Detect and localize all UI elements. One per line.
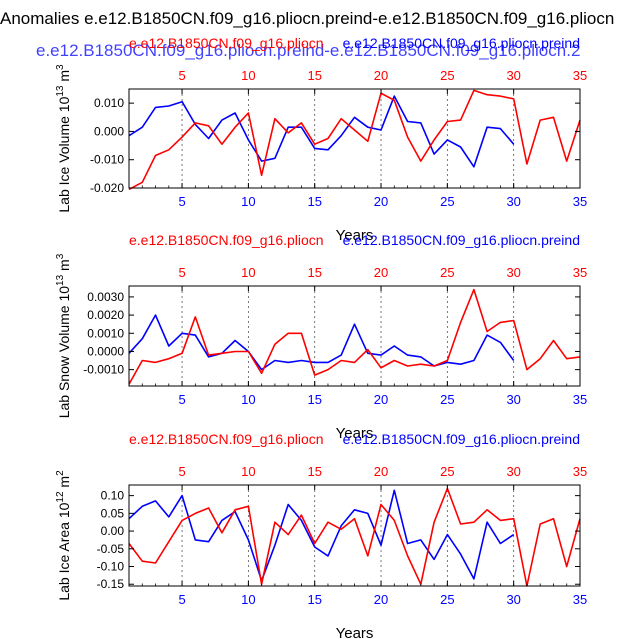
x-tick-label-top: 30: [506, 464, 520, 479]
panel-1: e.e12.B1850CN.f09_g16.pliocn e.e12.B1850C…: [55, 35, 587, 244]
series-line-blue: [128, 95, 515, 168]
y-tick-label: -0.10: [97, 560, 125, 574]
y-tick-label: -0.15: [97, 577, 125, 591]
x-tick-label-bottom: 20: [374, 392, 388, 407]
panel-title-left: e.e12.B1850CN.f09_g16.pliocn: [129, 431, 324, 447]
panel-2: e.e12.B1850CN.f09_g16.pliocn e.e12.B1850C…: [55, 232, 587, 442]
x-tick-label-bottom: 25: [440, 592, 454, 607]
x-tick-label-bottom: 35: [573, 392, 587, 407]
x-axis-label: Years: [336, 227, 374, 244]
y-tick-label: 0.0000: [87, 344, 124, 358]
y-tick-label: 0.00: [101, 524, 125, 538]
panel-title-right: e.e12.B1850CN.f09_g16.pliocn.preind: [343, 431, 580, 447]
x-tick-label-bottom: 20: [374, 194, 388, 209]
x-tick-label-bottom: 25: [440, 194, 454, 209]
x-tick-label-top: 10: [241, 68, 255, 83]
panel-title-right: e.e12.B1850CN.f09_g16.pliocn.preind: [343, 35, 580, 51]
x-tick-label-bottom: 10: [241, 194, 255, 209]
panel-title-left: e.e12.B1850CN.f09_g16.pliocn: [129, 35, 324, 51]
series-line-red: [128, 89, 581, 191]
x-tick-label-bottom: 10: [241, 592, 255, 607]
x-tick-label-bottom: 35: [573, 592, 587, 607]
x-tick-label-bottom: 35: [573, 194, 587, 209]
panel-title-right: e.e12.B1850CN.f09_g16.pliocn.preind: [343, 232, 580, 248]
y-tick-label: 0.0030: [87, 290, 124, 304]
y-tick-label: -0.010: [90, 153, 124, 167]
x-tick-label-top: 25: [440, 265, 454, 280]
plot-frame: [128, 88, 581, 189]
y-axis-label: Lab Snow Volume 1013 m3: [55, 253, 72, 418]
y-axis-label: Lab Ice Area 1012 m2: [55, 470, 72, 601]
x-tick-label-bottom: 15: [307, 392, 321, 407]
x-tick-label-bottom: 30: [506, 392, 520, 407]
x-tick-label-top: 30: [506, 265, 520, 280]
x-tick-label-top: 35: [573, 464, 587, 479]
x-tick-label-top: 15: [307, 68, 321, 83]
x-tick-label-top: 5: [178, 68, 185, 83]
y-tick-label: -0.0010: [83, 363, 124, 377]
x-tick-label-bottom: 5: [178, 592, 185, 607]
x-tick-label-bottom: 20: [374, 592, 388, 607]
x-tick-label-top: 10: [241, 464, 255, 479]
x-tick-label-top: 35: [573, 265, 587, 280]
y-tick-label: 0.0020: [87, 308, 124, 322]
panel-3: e.e12.B1850CN.f09_g16.pliocn e.e12.B1850C…: [55, 431, 587, 639]
x-tick-label-top: 5: [178, 464, 185, 479]
x-tick-label-top: 15: [307, 265, 321, 280]
y-tick-label: 0.10: [101, 489, 125, 503]
x-tick-label-top: 30: [506, 68, 520, 83]
x-tick-label-top: 20: [374, 265, 388, 280]
x-tick-label-bottom: 30: [506, 194, 520, 209]
x-tick-label-bottom: 5: [178, 194, 185, 209]
x-tick-label-bottom: 25: [440, 392, 454, 407]
x-tick-label-bottom: 5: [178, 392, 185, 407]
x-tick-label-bottom: 15: [307, 592, 321, 607]
x-tick-label-top: 25: [440, 68, 454, 83]
y-tick-label: -0.05: [97, 542, 125, 556]
subtitle: e.e12.B1850CN.f09_g16.pliocn.preind-e.e1…: [36, 41, 580, 60]
x-tick-label-top: 20: [374, 464, 388, 479]
x-axis-label: Years: [336, 425, 374, 442]
x-tick-label-bottom: 15: [307, 194, 321, 209]
series-line-blue: [128, 314, 515, 371]
panel-title-left: e.e12.B1850CN.f09_g16.pliocn: [129, 232, 324, 248]
y-tick-label: 0.010: [94, 96, 124, 110]
y-axis-label: Lab Ice Volume 1013 m3: [55, 64, 72, 213]
x-tick-label-bottom: 10: [241, 392, 255, 407]
x-tick-label-top: 15: [307, 464, 321, 479]
series-line-red: [128, 487, 581, 587]
x-tick-label-bottom: 30: [506, 592, 520, 607]
y-tick-label: 0.000: [94, 124, 124, 138]
x-tick-label-top: 10: [241, 265, 255, 280]
x-tick-label-top: 25: [440, 464, 454, 479]
series-line-blue: [128, 489, 515, 582]
y-tick-label: 0.05: [101, 506, 125, 520]
main-title: Anomalies e.e12.B1850CN.f09_g16.pliocn.p…: [0, 9, 614, 28]
x-tick-label-top: 20: [374, 68, 388, 83]
x-tick-label-top: 35: [573, 68, 587, 83]
x-axis-label: Years: [336, 625, 374, 639]
y-tick-label: -0.020: [90, 181, 124, 195]
y-tick-label: 0.0010: [87, 326, 124, 340]
x-tick-label-top: 5: [178, 265, 185, 280]
series-line-red: [128, 288, 581, 385]
